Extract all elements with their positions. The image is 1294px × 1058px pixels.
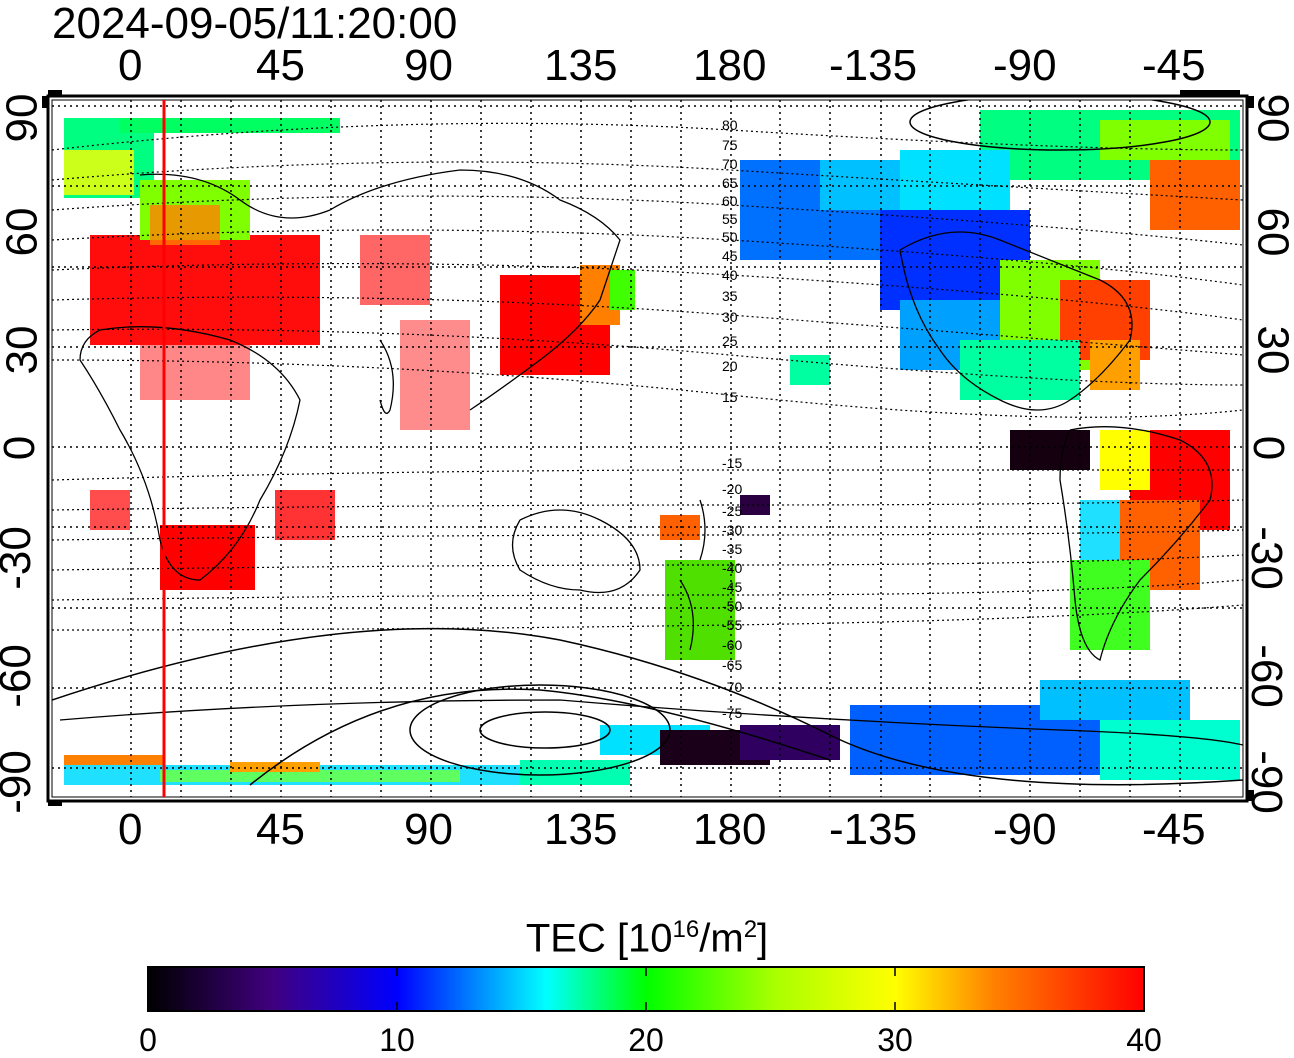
- right-lat-label-m30: -30: [1241, 526, 1291, 590]
- contour-label: 75: [722, 137, 738, 153]
- colorbar-title-end: ]: [757, 916, 769, 961]
- coastlines: [59, 169, 1243, 746]
- contour-label: -45: [722, 579, 743, 595]
- contour-label: -60: [722, 637, 743, 653]
- top-lon-label-45: 45: [256, 41, 305, 90]
- contour-label: 15: [722, 389, 738, 405]
- top-lon-label-180: 180: [693, 41, 767, 90]
- top-lon-label-90: 90: [404, 41, 453, 90]
- top-lon-label-135: 135: [544, 41, 618, 90]
- bottom-lon-label-0: 0: [118, 805, 143, 854]
- contour-label: 80: [722, 117, 738, 133]
- contour-label: -25: [722, 503, 743, 519]
- contour-label: -20: [722, 481, 743, 497]
- left-lat-label-m60: -60: [0, 644, 40, 708]
- top-lon-label-m90: -90: [993, 41, 1057, 90]
- contour-label: 20: [722, 358, 738, 374]
- left-lat-label-m90: -90: [0, 750, 40, 814]
- bottom-lon-label-45: 45: [256, 805, 305, 854]
- top-lon-label-m135: -135: [829, 41, 918, 90]
- right-lat-label-m60: -60: [1241, 644, 1291, 708]
- contour-label: -35: [722, 541, 743, 557]
- contour-label: -50: [722, 598, 743, 614]
- colorbar-title: TEC [1016/m2]: [0, 908, 1294, 960]
- magnetic-pole-contours: [52, 100, 1243, 786]
- contour-label: 50: [722, 229, 738, 245]
- left-lat-label-0: 0: [0, 435, 45, 461]
- colorbar-tick-label-10: 10: [379, 1022, 415, 1058]
- colorbar-title-units: /m: [699, 916, 744, 961]
- left-lat-label-30: 30: [0, 325, 47, 375]
- bottom-lon-label-m45: -45: [1142, 805, 1206, 854]
- colorbar-tick-label-40: 40: [1126, 1022, 1162, 1058]
- colorbar-ticks: [147, 967, 1145, 1011]
- right-lat-label-m90: -90: [1241, 750, 1291, 814]
- frame-ticks: [42, 90, 1254, 806]
- top-lon-label-0: 0: [118, 41, 143, 90]
- contour-label: 45: [722, 248, 738, 264]
- contour-label: 55: [722, 211, 738, 227]
- magnetic-latitude-contours: [52, 122, 1243, 631]
- contour-label: -65: [722, 657, 743, 673]
- right-lat-label-90: 90: [1248, 93, 1294, 143]
- contour-label: 25: [722, 333, 738, 349]
- colorbar-tick-label-30: 30: [877, 1022, 913, 1058]
- left-lat-label-60: 60: [0, 207, 47, 257]
- contour-label: -15: [722, 455, 743, 471]
- contour-label: -75: [722, 705, 743, 721]
- contour-label: -55: [722, 617, 743, 633]
- right-lat-label-30: 30: [1248, 325, 1294, 375]
- bottom-lon-label-180: 180: [693, 805, 767, 854]
- contour-label: -70: [722, 679, 743, 695]
- colorbar-title-exponent-2: 2: [743, 916, 758, 943]
- bottom-lon-label-90: 90: [404, 805, 453, 854]
- bottom-lon-label-m135: -135: [829, 805, 918, 854]
- bottom-lon-label-m90: -90: [993, 805, 1057, 854]
- colorbar-title-exponent: 16: [672, 916, 700, 943]
- left-lat-label-90: 90: [0, 93, 47, 143]
- contour-label: 35: [722, 288, 738, 304]
- contour-label: -40: [722, 560, 743, 576]
- left-lat-label-m30: -30: [0, 526, 40, 590]
- contour-label: 70: [722, 156, 738, 172]
- contour-label: 60: [722, 193, 738, 209]
- colorbar-tick-label-20: 20: [628, 1022, 664, 1058]
- contour-label: 40: [722, 267, 738, 283]
- contour-label: 65: [722, 175, 738, 191]
- right-lat-label-60: 60: [1248, 207, 1294, 257]
- colorbar-title-main: TEC [10: [525, 916, 673, 961]
- graticule: [52, 100, 1243, 797]
- contour-label: -30: [722, 522, 743, 538]
- top-lon-label-m45: -45: [1142, 41, 1206, 90]
- right-lat-label-0: 0: [1244, 435, 1294, 461]
- map-timestamp-title: 2024-09-05/11:20:00: [52, 0, 458, 48]
- colorbar-tick-label-0: 0: [139, 1022, 157, 1058]
- bottom-lon-label-135: 135: [544, 805, 618, 854]
- contour-label: 30: [722, 309, 738, 325]
- map-inner-frame: [51, 99, 1244, 798]
